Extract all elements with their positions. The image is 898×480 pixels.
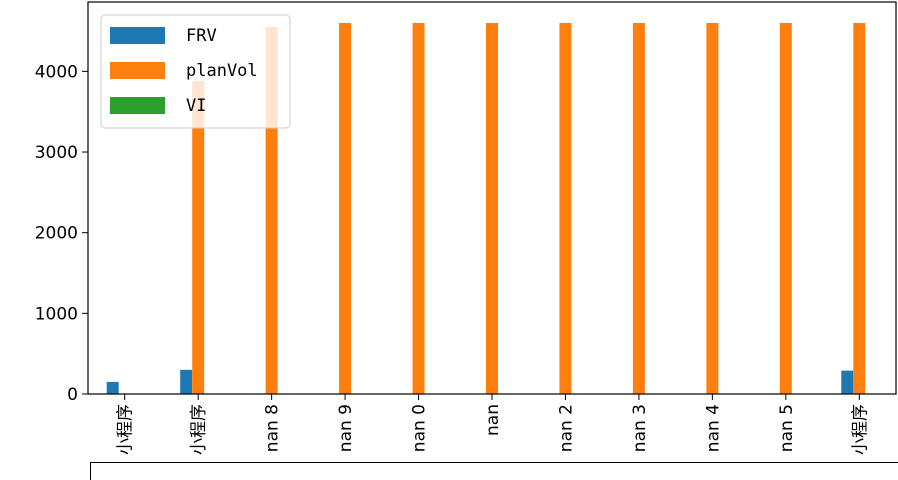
legend-swatch-frv [110, 27, 165, 44]
y-tick-label: 2000 [35, 224, 78, 244]
x-tick-label: nan 0 [410, 404, 430, 452]
legend-swatch-vi [110, 97, 165, 114]
x-tick-label: nan 8 [263, 404, 283, 452]
x-tick-label: nan 2 [556, 404, 576, 452]
plot-frame [87, 1, 897, 395]
x-tick-label: 小程序 [116, 404, 136, 455]
y-ticks-group: 0 1000 2000 3000 4000 [35, 62, 88, 405]
bar-planvol-10 [853, 22, 866, 395]
legend: FRV planVol VI [100, 14, 291, 129]
legend-label-planvol: planVol [186, 61, 258, 81]
bar-planvol-9 [779, 22, 792, 395]
bar-frv-0 [106, 381, 119, 394]
legend-label-vi: VI [186, 96, 206, 116]
x-tick-label: 小程序 [850, 404, 870, 455]
x-ticks-group: 小程序 小程序 nan 8 nan 9 nan 0 nan nan 2 nan 3 nan 4 n… [116, 394, 870, 455]
bar-planvol-8 [706, 22, 719, 395]
y-tick-label: 4000 [35, 62, 78, 82]
bar-planvol-5 [486, 22, 498, 395]
x-tick-label: nan 4 [703, 404, 723, 452]
bar-planvol-6 [559, 22, 572, 395]
lower-panel-edge [90, 462, 898, 480]
y-tick-label: 3000 [35, 143, 78, 163]
bar-planvol-1 [192, 81, 205, 395]
x-tick-label: nan [483, 404, 503, 436]
bar-planvol-3 [339, 22, 352, 395]
x-tick-label: 小程序 [189, 404, 209, 455]
x-tick-label: nan 9 [336, 404, 356, 452]
y-tick-label: 0 [67, 385, 78, 405]
bar-frv-1 [180, 369, 193, 394]
legend-label-frv: FRV [186, 26, 217, 46]
bar-planvol-7 [632, 22, 645, 395]
x-tick-label: nan 5 [777, 404, 797, 452]
x-tick-label: nan 3 [630, 404, 650, 452]
y-tick-label: 1000 [35, 304, 78, 324]
bar-frv-10 [841, 370, 854, 394]
bar-planvol-4 [412, 22, 425, 395]
legend-swatch-planvol [110, 62, 165, 79]
